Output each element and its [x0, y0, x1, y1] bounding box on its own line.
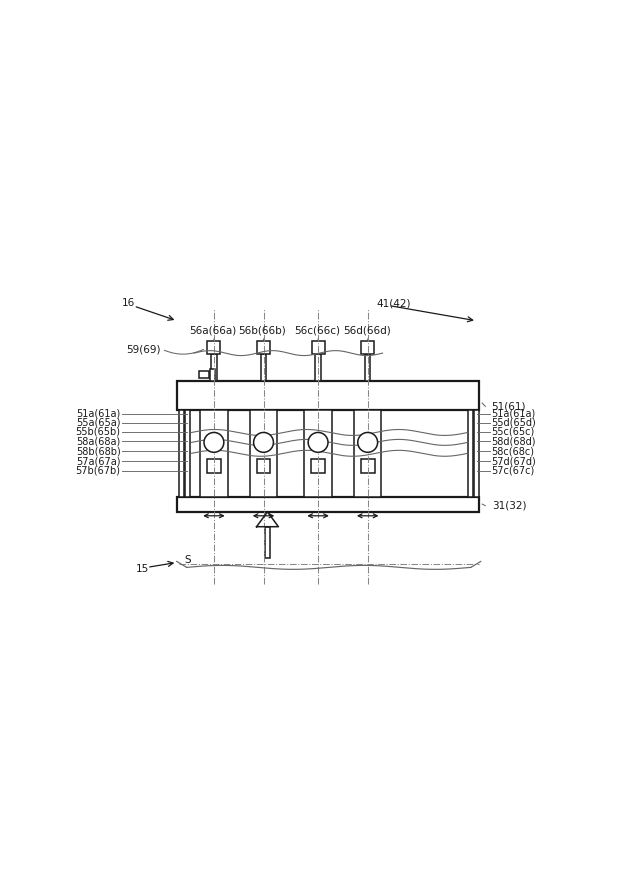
Text: 55b(65b): 55b(65b)	[76, 427, 121, 437]
Text: S: S	[185, 555, 191, 565]
Bar	[312, 341, 324, 354]
Text: 56b(66b): 56b(66b)	[239, 325, 287, 336]
Text: 51(61): 51(61)	[492, 402, 526, 412]
Text: 57d(67d): 57d(67d)	[491, 456, 536, 466]
Bar	[207, 459, 221, 473]
Text: 55a(65a): 55a(65a)	[76, 418, 121, 427]
Text: 51a(61a): 51a(61a)	[491, 408, 535, 419]
Bar	[260, 354, 266, 381]
Text: 56c(66c): 56c(66c)	[294, 325, 340, 336]
Text: 58d(68d): 58d(68d)	[491, 436, 535, 447]
Bar	[468, 410, 474, 497]
Circle shape	[308, 433, 328, 452]
Circle shape	[358, 433, 378, 452]
Bar	[361, 459, 374, 473]
Text: 55c(65c): 55c(65c)	[491, 427, 534, 437]
Text: 58a(68a): 58a(68a)	[76, 436, 121, 447]
Text: 16: 16	[122, 299, 136, 308]
Text: 31(32): 31(32)	[492, 501, 526, 511]
Bar	[200, 410, 228, 497]
Text: 56d(66d): 56d(66d)	[343, 325, 390, 336]
Circle shape	[204, 433, 224, 452]
Bar	[257, 459, 271, 473]
Bar	[361, 341, 374, 354]
Bar	[210, 369, 214, 381]
Bar	[257, 341, 270, 354]
Bar	[305, 410, 332, 497]
Text: 58c(68c): 58c(68c)	[491, 446, 534, 456]
Bar	[354, 410, 381, 497]
Text: 56a(66a): 56a(66a)	[189, 325, 237, 336]
Bar	[311, 459, 325, 473]
Text: 51a(61a): 51a(61a)	[76, 408, 121, 419]
Text: 59(69): 59(69)	[126, 344, 161, 354]
Bar	[199, 371, 209, 378]
Text: 57b(67b): 57b(67b)	[76, 466, 121, 476]
Text: 57a(67a): 57a(67a)	[76, 456, 121, 466]
Bar	[177, 381, 479, 410]
Text: 58b(68b): 58b(68b)	[76, 446, 121, 456]
Bar	[185, 410, 190, 497]
Text: 55d(65d): 55d(65d)	[491, 418, 536, 427]
Text: 41(42): 41(42)	[376, 299, 411, 308]
Bar	[365, 354, 371, 381]
Bar	[207, 341, 220, 354]
Circle shape	[253, 433, 273, 452]
Bar	[474, 410, 479, 497]
Text: 57c(67c): 57c(67c)	[491, 466, 534, 476]
Bar	[179, 410, 184, 497]
Bar	[211, 354, 217, 381]
Text: 15: 15	[136, 564, 149, 575]
Bar	[316, 354, 321, 381]
Bar	[264, 526, 271, 558]
Bar	[177, 497, 479, 512]
Bar	[250, 410, 277, 497]
